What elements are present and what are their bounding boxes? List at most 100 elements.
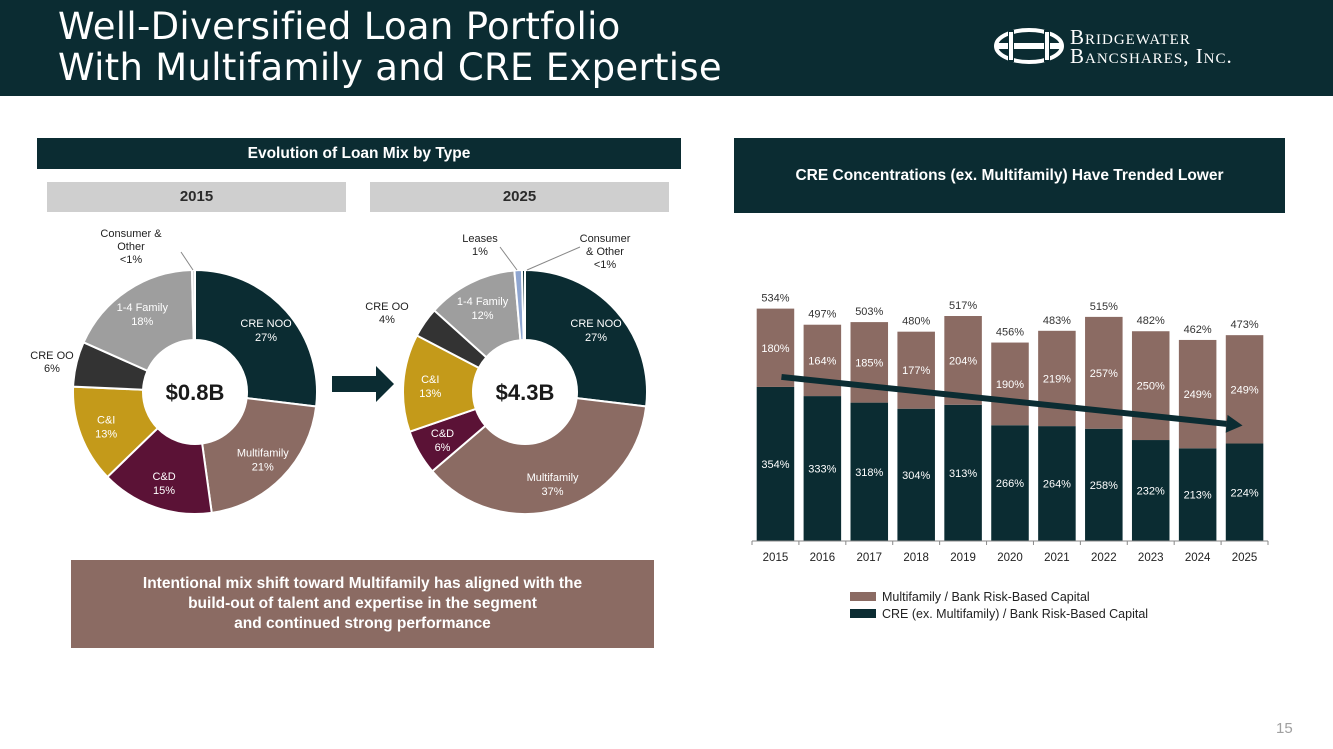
slice-value-1-4-family: 12% — [472, 310, 494, 322]
x-tick-2021: 2021 — [1044, 552, 1070, 564]
year-label-2015: 2015 — [179, 188, 214, 205]
bridge-logo-icon — [994, 28, 1064, 64]
title-line-1: Well-Diversified Loan Portfolio — [58, 5, 621, 48]
bar-cre-2020 — [991, 425, 1029, 541]
x-tick-2020: 2020 — [997, 552, 1023, 564]
slice-label-candi: C&I — [421, 374, 439, 386]
donut-center-total: $0.8B — [166, 380, 225, 405]
value-label-multifamily-2015: 180% — [761, 343, 789, 355]
bar-cre-2016 — [803, 396, 842, 541]
x-tick-2024: 2024 — [1185, 552, 1211, 564]
leader-line-consumer-and-other — [526, 246, 581, 271]
total-label-2024: 462% — [1184, 324, 1212, 336]
x-tick-2018: 2018 — [903, 552, 929, 564]
value-label-cre-2022: 258% — [1090, 480, 1118, 492]
legend-swatch-multifamily — [850, 592, 876, 601]
mix-shift-callout: Intentional mix shift toward Multifamily… — [71, 560, 654, 648]
bar-cre-2025 — [1225, 443, 1264, 541]
slice-value-multifamily: 37% — [542, 486, 564, 498]
year-box-2025: 2025 — [370, 182, 669, 212]
page-title: Well-Diversified Loan Portfolio With Mul… — [58, 6, 722, 88]
slice-multifamily — [201, 397, 318, 514]
legend-item-multifamily: Multifamily / Bank Risk-Based Capital — [850, 588, 1148, 605]
value-label-multifamily-2024: 249% — [1184, 389, 1212, 401]
bar-cre-2024 — [1178, 448, 1217, 541]
slice-label-multifamily: Multifamily — [527, 472, 579, 484]
legend-swatch-cre — [850, 609, 876, 618]
slice-label-1-4-family: 1-4 Family — [117, 302, 169, 314]
bar-multifamily-2020 — [991, 342, 1029, 426]
value-label-cre-2019: 313% — [949, 468, 977, 480]
total-label-2022: 515% — [1090, 301, 1118, 313]
page-number: 15 — [1276, 720, 1293, 737]
bar-multifamily-2024 — [1178, 339, 1217, 449]
callout-cre-oo: CRE OO — [365, 301, 409, 313]
donut-hole — [473, 340, 577, 444]
value-label-multifamily-2016: 164% — [808, 355, 836, 367]
slice-label-candd: C&D — [431, 428, 454, 440]
value-label-multifamily-2020: 190% — [996, 379, 1024, 391]
bar-chart-legend: Multifamily / Bank Risk-Based Capital CR… — [850, 588, 1148, 622]
callout-consumer-and-other: <1% — [120, 254, 143, 266]
bar-multifamily-2015 — [756, 308, 795, 387]
total-label-2018: 480% — [902, 316, 930, 328]
logo-line-2: Bancshares, Inc. — [1070, 44, 1233, 68]
callout-cre-oo: CRE OO — [30, 350, 74, 362]
callout-consumer-and-other: Consumer & — [100, 228, 162, 240]
legend-label-multifamily: Multifamily / Bank Risk-Based Capital — [882, 589, 1090, 604]
slice-label-candd: C&D — [152, 471, 175, 483]
header-bar: Well-Diversified Loan Portfolio With Mul… — [0, 0, 1333, 96]
callout-line-1: Intentional mix shift toward Multifamily… — [142, 575, 583, 592]
value-label-cre-2023: 232% — [1137, 486, 1165, 498]
bar-cre-2017 — [850, 402, 889, 541]
bar-cre-2021 — [1038, 426, 1076, 541]
cre-concentration-bar-chart: 354% 180% 534% 2015 333% 164% 497% 2016 318% 185%… — [751, 293, 1269, 564]
x-tick-2025: 2025 — [1232, 552, 1258, 564]
slice-label-cre-noo: CRE NOO — [240, 318, 292, 330]
total-label-2016: 497% — [808, 309, 836, 321]
logo-text: Bridgewater Bancshares, Inc. — [1070, 27, 1233, 68]
loan-mix-2015-donut-chart: CRE NOO 27% Multifamily 21% C&D 15% C&I 13% 1-4 … — [30, 228, 318, 515]
leader-line-leases — [499, 246, 518, 271]
x-tick-2022: 2022 — [1091, 552, 1117, 564]
x-tick-2015: 2015 — [763, 552, 789, 564]
callout-consumer-and-other: Other — [117, 241, 145, 253]
value-label-multifamily-2025: 249% — [1230, 384, 1258, 396]
callout-cre-oo: 4% — [379, 314, 395, 326]
total-label-2015: 534% — [761, 293, 789, 305]
loan-mix-banner-text: Evolution of Loan Mix by Type — [247, 145, 471, 162]
trend-arrow-head — [1225, 414, 1243, 433]
total-label-2017: 503% — [855, 306, 883, 318]
slice-value-candi: 13% — [95, 429, 117, 441]
legend-item-cre: CRE (ex. Multifamily) / Bank Risk-Based … — [850, 605, 1148, 622]
value-label-cre-2017: 318% — [855, 467, 883, 479]
callout-consumer-and-other: <1% — [594, 259, 617, 271]
bar-multifamily-2023 — [1131, 331, 1170, 441]
donut-center-total: $4.3B — [496, 380, 555, 405]
callout-consumer-and-other: & Other — [586, 246, 624, 258]
value-label-cre-2025: 224% — [1230, 487, 1258, 499]
value-label-cre-2021: 264% — [1043, 479, 1071, 491]
cre-concentration-banner-text: CRE Concentrations (ex. Multifamily) Hav… — [795, 167, 1224, 184]
slice-label-cre-noo: CRE NOO — [570, 318, 622, 330]
company-logo: Bridgewater Bancshares, Inc. — [992, 24, 1272, 74]
slice-value-candi: 13% — [419, 388, 441, 400]
bar-cre-2022 — [1085, 428, 1123, 541]
slice-value-multifamily: 21% — [252, 462, 274, 474]
slice-label-1-4-family: 1-4 Family — [457, 296, 509, 308]
bar-cre-2019 — [944, 404, 982, 541]
donut-hole — [143, 340, 247, 444]
bar-multifamily-2019 — [944, 316, 982, 405]
title-line-2: With Multifamily and CRE Expertise — [58, 46, 722, 89]
value-label-multifamily-2023: 250% — [1137, 381, 1165, 393]
x-tick-2023: 2023 — [1138, 552, 1164, 564]
value-label-multifamily-2017: 185% — [855, 357, 883, 369]
loan-mix-2025-donut-chart: CRE NOO 27% Multifamily 37% C&D 6% C&I 13% 1-4 F… — [365, 233, 648, 515]
slice-value-candd: 15% — [153, 485, 175, 497]
bar-cre-2015 — [756, 386, 795, 541]
right-arrow-icon — [332, 366, 394, 402]
slice-value-1-4-family: 18% — [131, 316, 153, 328]
loan-mix-banner: Evolution of Loan Mix by Type — [37, 138, 681, 169]
callout-cre-oo: 6% — [44, 363, 60, 375]
slice-value-cre-noo: 27% — [255, 332, 277, 344]
